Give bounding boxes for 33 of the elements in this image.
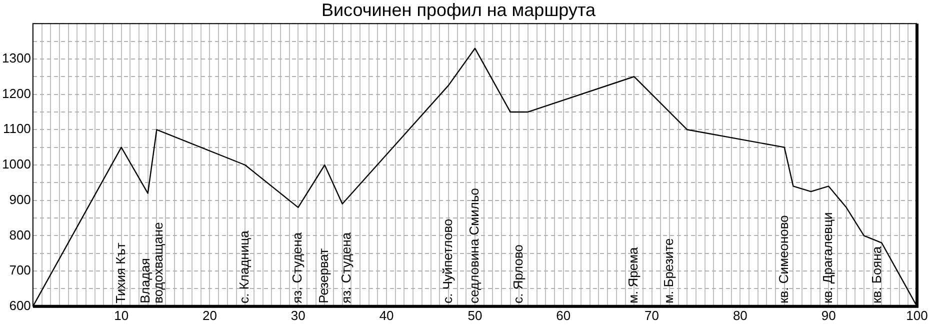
x-tick-label: 20 xyxy=(202,308,217,323)
annotation: Владая водохващане xyxy=(137,222,166,304)
annotation: м. Ярема xyxy=(626,246,641,304)
y-tick-label: 800 xyxy=(9,227,31,242)
x-tick-label: 80 xyxy=(732,308,748,323)
chart-title: Височинен профил на маршрута xyxy=(322,0,596,20)
x-tick-label: 60 xyxy=(556,308,571,323)
annotation: яз. Студена xyxy=(290,232,305,304)
x-tick-label: 50 xyxy=(468,308,482,323)
annotation: седловина Смильо xyxy=(466,188,482,304)
y-tick-label: 1100 xyxy=(2,121,31,136)
annotation: с. Кладница xyxy=(236,230,252,304)
annotation: м. Брезите xyxy=(661,238,676,304)
annotation: с. Чуйпетлово xyxy=(440,218,456,304)
annotation: яз. Студена xyxy=(338,232,354,304)
y-tick-label: 1200 xyxy=(2,86,31,101)
x-tick-label: 100 xyxy=(906,308,928,323)
annotation: кв. Симеоново xyxy=(776,215,791,304)
x-tick-label: 30 xyxy=(290,308,306,323)
y-tick-label: 1000 xyxy=(2,156,31,172)
annotation: Тихия Кът xyxy=(112,242,128,304)
annotation: кв. Бояна xyxy=(868,246,884,304)
x-tick-label: 90 xyxy=(821,308,836,323)
x-tick-label: 70 xyxy=(644,308,660,323)
y-tick-label: 600 xyxy=(9,298,31,313)
x-tick-label: 40 xyxy=(379,308,394,323)
y-tick-label: 1300 xyxy=(2,50,31,66)
annotation: Резерват xyxy=(316,248,332,304)
x-tick-label: 10 xyxy=(114,308,129,323)
y-tick-label: 700 xyxy=(9,262,31,278)
annotation: кв. Драгалевци xyxy=(820,212,836,304)
annotation: с. Ярлово xyxy=(510,244,526,304)
y-tick-label: 900 xyxy=(9,192,31,207)
